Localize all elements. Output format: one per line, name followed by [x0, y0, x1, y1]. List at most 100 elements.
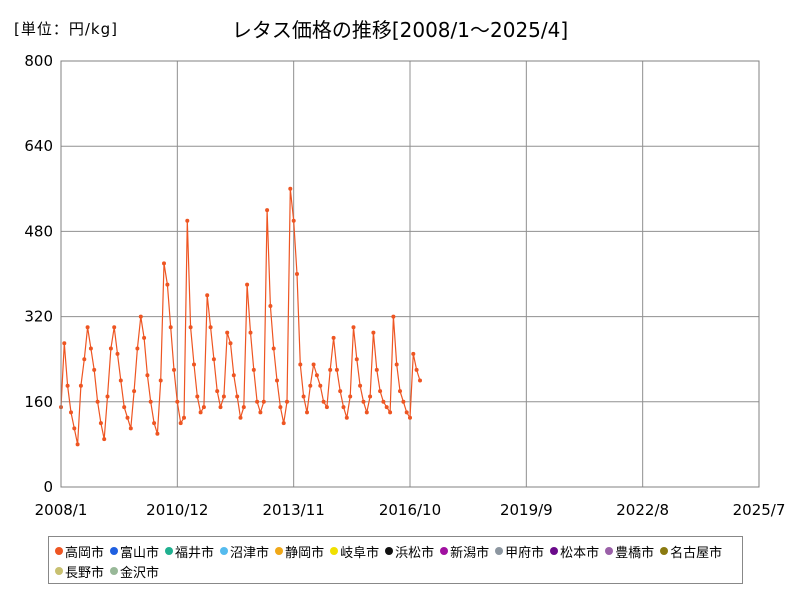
legend-marker-icon: [110, 547, 119, 555]
data-point: [221, 394, 226, 399]
data-point: [148, 399, 153, 404]
data-point: [225, 330, 230, 335]
data-point: [358, 383, 363, 388]
data-point: [341, 405, 346, 410]
data-point: [218, 405, 223, 410]
legend-item: 静岡市: [275, 541, 324, 561]
data-point: [285, 399, 289, 404]
data-point: [132, 389, 137, 394]
legend-label: 福井市: [175, 545, 215, 561]
data-point: [258, 410, 263, 415]
legend-marker-icon: [55, 547, 63, 555]
legend-item: 浜松市: [385, 541, 434, 561]
data-point: [152, 421, 157, 426]
data-point: [288, 186, 293, 191]
legend-label: 松本市: [560, 545, 600, 561]
data-point: [228, 341, 233, 346]
unit-label: [単位：円/kg]: [14, 20, 118, 38]
data-point: [178, 421, 183, 426]
data-point: [78, 383, 83, 388]
data-point: [208, 325, 213, 330]
data-point: [145, 373, 150, 378]
data-point: [391, 314, 396, 319]
series-高岡市: [59, 186, 422, 447]
x-axis-ticks: 2008/1 2010/12 2013/11 2016/10 2019/9 2022/8 2…: [35, 501, 786, 519]
legend-label: 高岡市: [65, 545, 105, 561]
data-point: [201, 405, 206, 410]
data-point: [261, 399, 266, 404]
legend-item: 新潟市: [440, 541, 489, 561]
legend-label: 新潟市: [450, 545, 490, 561]
data-point: [324, 405, 329, 410]
data-point: [165, 282, 170, 287]
data-point: [105, 394, 110, 399]
series-group: [59, 186, 422, 447]
data-point: [108, 346, 113, 351]
legend-label: 名古屋市: [670, 545, 723, 561]
data-point: [62, 341, 67, 346]
data-point: [82, 357, 87, 362]
data-point: [195, 394, 200, 399]
legend-item: 富山市: [110, 541, 159, 561]
data-point: [241, 405, 246, 410]
x-tick-label: 2025/7: [733, 501, 786, 519]
data-point: [271, 346, 276, 351]
data-point: [348, 394, 353, 399]
data-point: [378, 389, 383, 394]
data-point: [314, 373, 319, 378]
data-point: [198, 410, 203, 415]
data-point: [351, 325, 356, 330]
data-point: [291, 218, 296, 223]
legend-marker-icon: [55, 567, 63, 575]
data-point: [118, 378, 123, 383]
x-tick-label: 2022/8: [616, 501, 669, 519]
data-point: [368, 394, 373, 399]
data-point: [188, 325, 193, 330]
data-point: [112, 325, 117, 330]
data-point: [185, 218, 190, 223]
data-point: [122, 405, 127, 410]
legend-marker-icon: [440, 547, 449, 555]
legend-item: 沼津市: [220, 541, 269, 561]
data-point: [235, 394, 240, 399]
y-tick-label: 480: [24, 222, 53, 240]
legend-label: 豊橋市: [615, 545, 655, 561]
data-point: [115, 351, 120, 356]
data-point: [344, 415, 349, 420]
data-point: [88, 346, 93, 351]
data-point: [388, 410, 393, 415]
data-point: [381, 399, 386, 404]
data-point: [295, 272, 299, 276]
data-point: [408, 415, 412, 420]
chart-title: レタス価格の推移[2008/1～2025/4]: [231, 18, 569, 42]
data-point: [215, 389, 220, 394]
data-point: [338, 389, 343, 394]
x-tick-label: 2013/11: [263, 501, 325, 519]
data-point: [298, 362, 303, 367]
data-point: [418, 378, 422, 383]
data-point: [92, 367, 97, 372]
data-point: [305, 410, 309, 415]
data-point: [125, 415, 130, 420]
legend-marker-icon: [330, 547, 339, 555]
legend-marker-icon: [275, 547, 284, 555]
legend-label: 静岡市: [285, 545, 325, 561]
legend-item: 金沢市: [110, 561, 159, 581]
plot-frame: [60, 60, 760, 488]
data-point: [401, 399, 406, 404]
data-point: [211, 357, 216, 362]
legend-label: 富山市: [120, 545, 160, 561]
legend-label: 岐阜市: [340, 545, 380, 561]
x-tick-label: 2008/1: [35, 501, 88, 519]
data-point: [321, 399, 326, 404]
data-point: [102, 437, 107, 442]
data-point: [361, 399, 366, 404]
x-tick-label: 2019/9: [500, 501, 553, 519]
data-point: [278, 405, 283, 410]
legend-label: 浜松市: [395, 545, 435, 561]
data-point: [69, 410, 73, 415]
data-point: [255, 399, 260, 404]
data-point: [364, 410, 369, 415]
data-point: [172, 367, 176, 372]
